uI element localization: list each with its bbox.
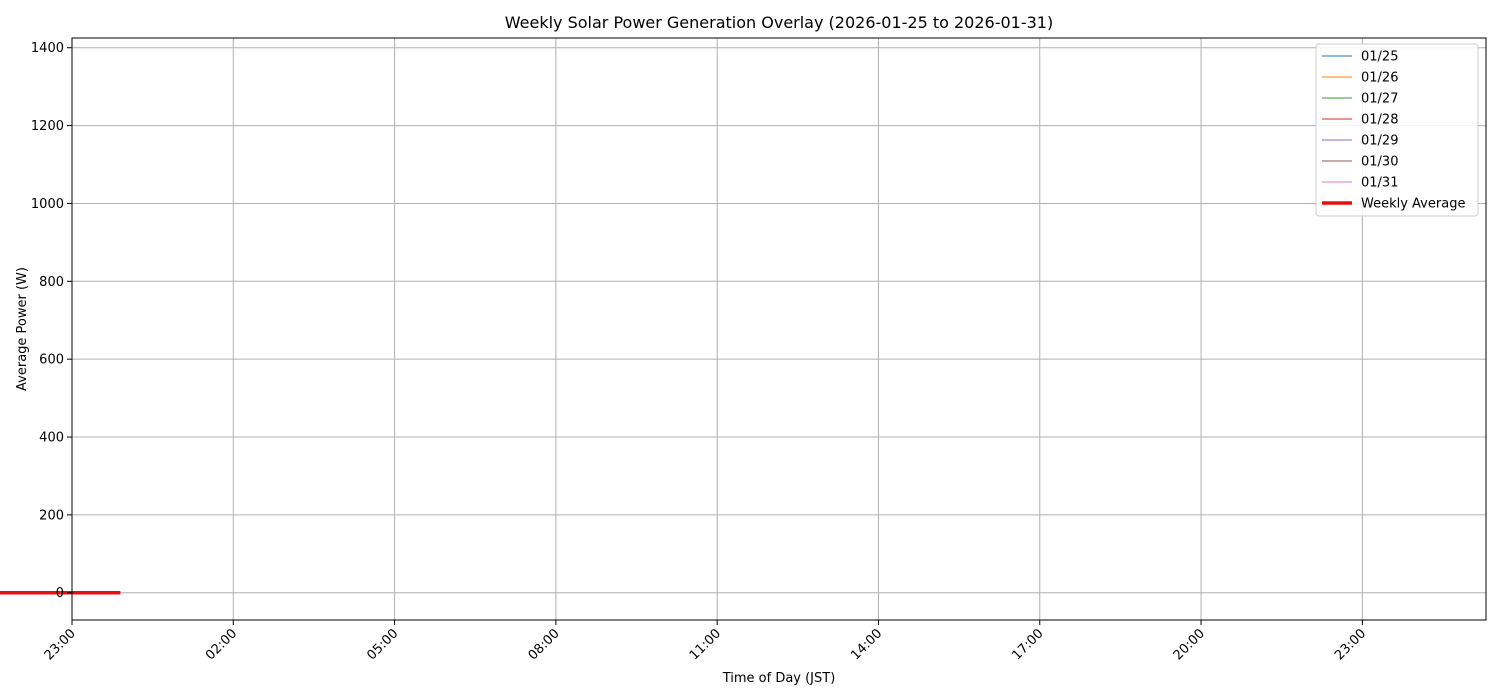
y-tick-label: 600: [39, 353, 64, 368]
y-tick-label: 1400: [31, 41, 64, 56]
legend-label: 01/29: [1361, 134, 1398, 149]
x-tick-label: 08:00: [526, 626, 563, 663]
x-tick-label: 11:00: [687, 626, 724, 663]
grid-lines: [71, 38, 1486, 620]
y-tick-label: 800: [39, 275, 64, 290]
legend-label: Weekly Average: [1361, 197, 1465, 212]
legend-label: 01/28: [1361, 113, 1398, 128]
legend-label: 01/25: [1361, 50, 1398, 65]
x-tick-label: 20:00: [1171, 626, 1208, 663]
x-tick-label: 14:00: [848, 626, 885, 663]
y-tick-label: 1200: [31, 119, 64, 134]
legend-label: 01/26: [1361, 71, 1398, 86]
x-tick-label: 05:00: [364, 626, 401, 663]
legend-box: [1315, 43, 1479, 217]
legend-label: 01/30: [1361, 155, 1398, 170]
legend-label: 01/27: [1361, 92, 1398, 107]
x-tick-label: 17:00: [1009, 626, 1046, 663]
x-tick-label: 23:00: [1332, 626, 1369, 663]
x-tick-label: 23:00: [42, 626, 79, 663]
chart-title: Weekly Solar Power Generation Overlay (2…: [505, 13, 1053, 32]
axis-ticks: 23:00 02:00 05:00 08:00 11:00 14:00 17:00 20:00…: [31, 41, 1369, 663]
plot-frame: [71, 37, 1487, 621]
x-axis-label: Time of Day (JST): [722, 671, 836, 686]
x-tick-label: 02:00: [203, 626, 240, 663]
y-tick-label: 200: [39, 508, 64, 523]
y-tick-label: 1000: [31, 197, 64, 212]
legend-label: 01/31: [1361, 176, 1398, 191]
y-tick-label: 0: [56, 586, 64, 601]
y-axis-label: Average Power (W): [15, 267, 30, 391]
y-tick-label: 400: [39, 431, 64, 446]
legend: 01/25 01/26 01/27 01/28 01/29 01/30 01/31 Weekl…: [1315, 43, 1479, 217]
